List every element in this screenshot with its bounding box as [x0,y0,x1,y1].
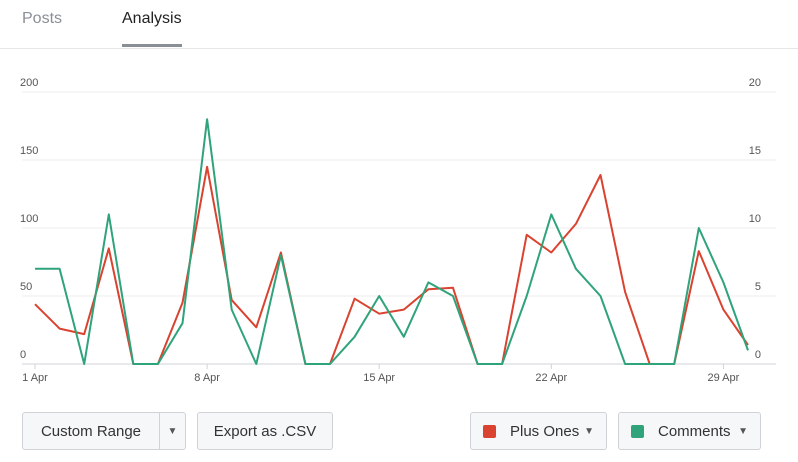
export-csv-button[interactable]: Export as .CSV [197,412,333,450]
active-tab-indicator [122,44,182,47]
right-axis-tick-label: 5 [755,281,761,293]
right-axis-tick-label: 15 [749,145,761,157]
right-axis-tick-label: 0 [755,349,761,361]
x-axis-tick-label: 22 Apr [535,372,567,384]
x-axis-tick-label: 15 Apr [363,372,395,384]
left-axis-tick-label: 50 [20,281,32,293]
x-axis-tick-label: 8 Apr [194,372,220,384]
left-axis-tick-label: 150 [20,145,38,157]
comments-label: Comments [658,423,731,440]
x-axis-tick-label: 1 Apr [22,372,48,384]
caret-down-icon[interactable]: ▼ [160,426,185,437]
plus-ones-color-swatch [483,425,496,438]
plus-ones-series-line [35,167,748,364]
plus-ones-series-dropdown[interactable]: Plus Ones ▼ [470,412,607,450]
tab-posts[interactable]: Posts [22,10,62,28]
right-axis-tick-label: 20 [749,77,761,89]
analysis-line-chart: 0 50 100 150 200 0 5 10 15 20 1 Apr 8 Apr 15 Apr 22 A… [0,60,798,390]
plus-ones-label: Plus Ones [510,423,579,440]
left-axis-tick-label: 100 [20,213,38,225]
comments-series-line [35,119,748,364]
custom-range-button[interactable]: Custom Range ▼ [22,412,186,450]
tab-bar: Posts Analysis [0,0,798,49]
comments-color-swatch [631,425,644,438]
right-axis-tick-label: 10 [749,213,761,225]
caret-down-icon: ▼ [584,426,594,437]
comments-series-dropdown[interactable]: Comments ▼ [618,412,761,450]
caret-down-icon: ▼ [738,426,748,437]
x-axis-tick-label: 29 Apr [708,372,740,384]
left-axis-tick-label: 200 [20,77,38,89]
export-csv-label: Export as .CSV [214,423,317,440]
custom-range-label[interactable]: Custom Range [23,423,159,440]
tab-analysis[interactable]: Analysis [122,10,182,28]
left-axis-tick-label: 0 [20,349,26,361]
